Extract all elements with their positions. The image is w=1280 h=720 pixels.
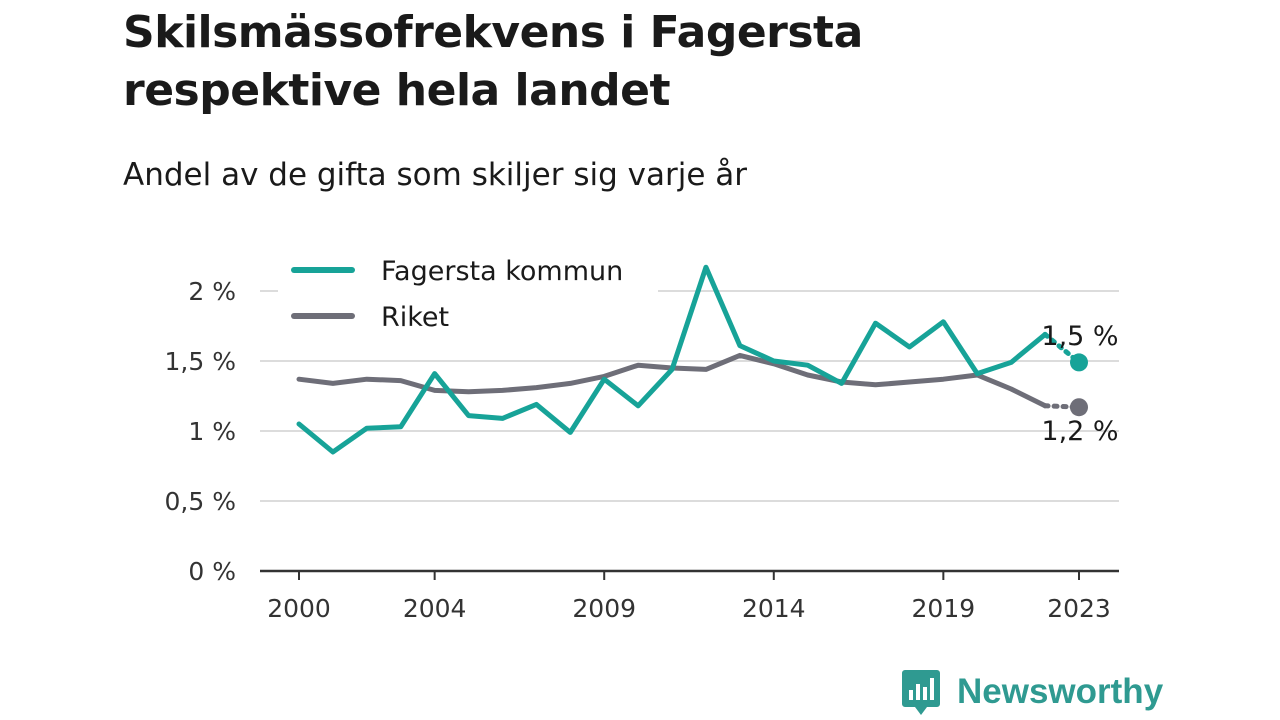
x-tick-label: 2023 — [1047, 594, 1111, 623]
chart-title: Skilsmässofrekvens i Fagersta respektive… — [123, 7, 863, 116]
y-tick-label: 0,5 % — [165, 487, 236, 516]
legend: Fagersta kommun Riket — [278, 246, 658, 346]
x-tick-label: 2004 — [403, 594, 467, 623]
end-labels: 1,5 % 1,2 % — [1041, 321, 1118, 447]
series-lines — [296, 264, 1088, 455]
x-axis: 2000 2004 2009 2014 2019 2023 — [260, 569, 1119, 623]
legend-label: Fagersta kommun — [381, 256, 623, 287]
x-tick-label: 2000 — [267, 594, 331, 623]
y-tick-label: 1,5 % — [165, 347, 236, 376]
end-label-riket: 1,2 % — [1041, 416, 1118, 447]
series-line-fagersta — [296, 264, 1048, 455]
end-label-fagersta: 1,5 % — [1041, 321, 1118, 352]
legend-label: Riket — [381, 302, 449, 333]
legend-background — [278, 246, 658, 346]
y-tick-label: 1 % — [188, 417, 236, 446]
y-axis: 0 % 0,5 % 1 % 1,5 % 2 % — [165, 277, 236, 586]
x-tick-label: 2009 — [572, 594, 636, 623]
brand-name: Newsworthy — [957, 672, 1164, 711]
newsworthy-logo-icon — [902, 670, 940, 715]
series-end-point — [1070, 398, 1088, 417]
brand-logo: Newsworthy — [901, 668, 1163, 716]
y-tick-label: 0 % — [188, 557, 236, 586]
x-tick-label: 2014 — [742, 594, 806, 623]
y-tick-label: 2 % — [188, 277, 236, 306]
chart-subtitle: Andel av de gifta som skiljer sig varje … — [123, 157, 747, 193]
series-end-point — [1070, 353, 1088, 372]
x-tick-label: 2019 — [912, 594, 976, 623]
